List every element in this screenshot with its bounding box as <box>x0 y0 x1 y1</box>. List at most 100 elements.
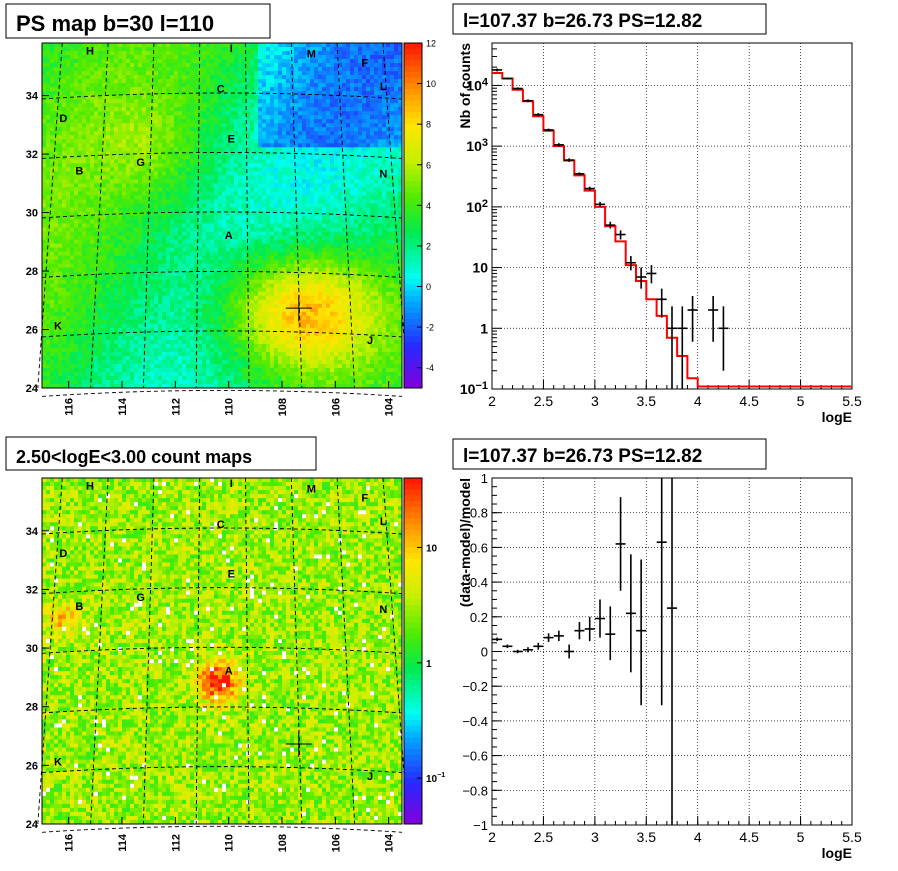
heatmap-cell <box>42 87 47 92</box>
heatmap-cell <box>186 383 191 389</box>
heatmap-cell <box>122 191 127 196</box>
heatmap-cell <box>214 303 219 309</box>
heatmap-cell <box>202 179 207 184</box>
heatmap-cell <box>178 179 183 184</box>
heatmap-cell <box>114 315 119 321</box>
heatmap-cell <box>162 307 167 313</box>
heatmap-cell <box>166 347 171 353</box>
heatmap-cell <box>190 307 195 313</box>
heatmap-cell <box>206 111 211 116</box>
heatmap-cell <box>78 179 83 184</box>
heatmap-cell <box>142 183 147 188</box>
heatmap-cell <box>134 235 139 240</box>
heatmap-cell <box>202 243 207 248</box>
heatmap-cell <box>66 47 71 52</box>
heatmap-cell <box>142 123 147 128</box>
heatmap-cell <box>118 275 123 281</box>
heatmap-cell <box>158 323 163 329</box>
heatmap-cell <box>158 219 163 224</box>
heatmap-cell <box>254 335 259 341</box>
heatmap-cell <box>154 335 159 341</box>
heatmap-cell <box>258 95 263 100</box>
heatmap-cell <box>98 55 103 60</box>
heatmap-cell <box>178 263 183 269</box>
heatmap-cell <box>174 87 179 92</box>
heatmap-cell <box>110 191 115 196</box>
heatmap-cell <box>158 99 163 104</box>
heatmap-cell <box>126 371 131 377</box>
heatmap-cell <box>146 303 151 309</box>
heatmap-cell <box>142 155 147 160</box>
heatmap-cell <box>214 71 219 76</box>
heatmap-cell <box>70 215 75 220</box>
heatmap-cell <box>42 223 47 228</box>
heatmap-cell <box>82 59 87 64</box>
heatmap-cell <box>114 275 119 281</box>
heatmap-cell <box>226 339 231 345</box>
heatmap-cell <box>270 275 275 281</box>
heatmap-cell <box>46 211 51 216</box>
heatmap-cell <box>198 251 203 257</box>
heatmap-cell <box>206 115 211 120</box>
heatmap-cell <box>254 287 259 293</box>
heatmap-cell <box>234 259 239 265</box>
heatmap-cell <box>166 283 171 289</box>
heatmap-cell <box>66 203 71 208</box>
heatmap-cell <box>246 119 251 124</box>
heatmap-cell <box>146 87 151 92</box>
heatmap-cell <box>98 67 103 72</box>
heatmap-cell <box>218 347 223 353</box>
heatmap-cell <box>150 143 155 148</box>
heatmap-cell <box>170 51 175 56</box>
heatmap-cell <box>234 43 239 48</box>
heatmap-cell <box>94 155 99 160</box>
heatmap-cell <box>186 183 191 188</box>
heatmap-cell <box>46 231 51 236</box>
heatmap-cell <box>102 47 107 52</box>
heatmap-cell <box>130 75 135 80</box>
heatmap-cell <box>70 311 75 317</box>
heatmap-cell <box>94 375 99 381</box>
heatmap-cell <box>262 375 267 381</box>
heatmap-cell <box>126 271 131 277</box>
heatmap-cell <box>146 187 151 192</box>
heatmap-cell <box>242 295 247 301</box>
heatmap-cell <box>182 187 187 192</box>
heatmap-cell <box>90 75 95 80</box>
heatmap-cell <box>150 363 155 369</box>
heatmap-cell <box>94 151 99 156</box>
heatmap-cell <box>86 131 91 136</box>
heatmap-cell <box>178 79 183 84</box>
heatmap-cell <box>50 63 55 68</box>
heatmap-cell <box>46 51 51 56</box>
heatmap-cell <box>46 203 51 208</box>
heatmap-cell <box>50 135 55 140</box>
heatmap-cell <box>118 63 123 68</box>
heatmap-cell <box>142 275 147 281</box>
heatmap-cell <box>114 167 119 172</box>
heatmap-cell <box>158 111 163 116</box>
heatmap-cell <box>174 59 179 64</box>
heatmap-cell <box>262 303 267 309</box>
heatmap-cell <box>134 355 139 361</box>
heatmap-cell <box>74 299 79 305</box>
heatmap-cell <box>262 179 267 184</box>
heatmap-cell <box>254 255 259 261</box>
heatmap-cell <box>158 87 163 92</box>
heatmap-cell <box>78 319 83 325</box>
heatmap-cell <box>182 199 187 204</box>
heatmap-cell <box>114 379 119 385</box>
heatmap-cell <box>222 231 227 236</box>
heatmap-cell <box>262 255 267 261</box>
heatmap-cell <box>122 255 127 261</box>
heatmap-cell <box>154 199 159 204</box>
heatmap-cell <box>222 167 227 172</box>
heatmap-cell <box>190 55 195 60</box>
heatmap-cell <box>210 319 215 325</box>
heatmap-cell <box>78 47 83 52</box>
heatmap-cell <box>178 295 183 301</box>
heatmap-cell <box>154 243 159 248</box>
heatmap-cell <box>262 111 267 116</box>
heatmap-cell <box>186 271 191 277</box>
heatmap-cell <box>174 143 179 148</box>
